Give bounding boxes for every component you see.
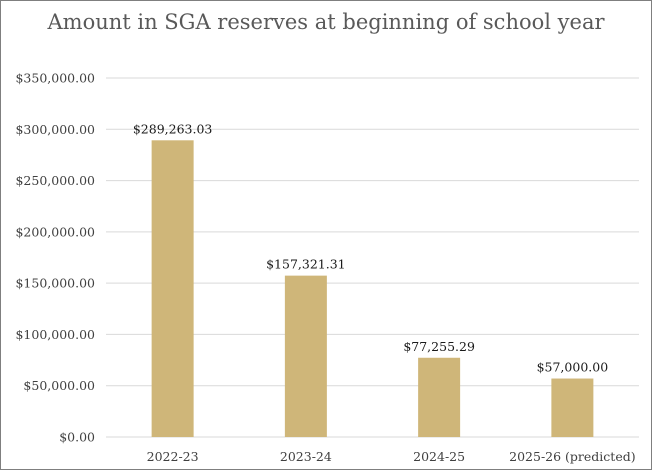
gridlines	[106, 77, 639, 438]
bar	[551, 378, 594, 437]
y-tick-label: $200,000.00	[15, 224, 95, 239]
x-tick-label: 2024-25	[413, 449, 465, 464]
y-tick-label: $100,000.00	[15, 327, 95, 342]
y-tick-label: $0.00	[59, 430, 95, 445]
data-label: $77,255.29	[403, 339, 475, 354]
y-tick-label: $150,000.00	[15, 276, 95, 291]
bars	[151, 140, 594, 438]
data-label: $157,321.31	[266, 257, 346, 272]
bar	[284, 275, 327, 437]
x-tick-label: 2023-24	[280, 449, 332, 464]
y-tick-label: $50,000.00	[23, 378, 95, 393]
x-axis: 2022-23 2023-24 2024-25 2025-26 (predicted)	[147, 449, 636, 464]
y-axis: $0.00 $50,000.00 $100,000.00 $150,000.00 $20…	[15, 71, 95, 445]
y-tick-label: $300,000.00	[15, 122, 95, 137]
x-tick-label: 2025-26 (predicted)	[509, 449, 635, 464]
y-tick-label: $350,000.00	[15, 71, 95, 86]
data-label: $289,263.03	[133, 121, 213, 136]
x-tick-label: 2022-23	[147, 449, 199, 464]
data-labels: $289,263.03 $157,321.31 $77,255.29 $57,000.…	[133, 121, 608, 374]
data-label: $57,000.00	[537, 360, 609, 375]
bar	[151, 140, 194, 438]
chart-title: Amount in SGA reserves at beginning of s…	[47, 10, 605, 34]
y-tick-label: $250,000.00	[15, 173, 95, 188]
bar	[418, 357, 461, 437]
